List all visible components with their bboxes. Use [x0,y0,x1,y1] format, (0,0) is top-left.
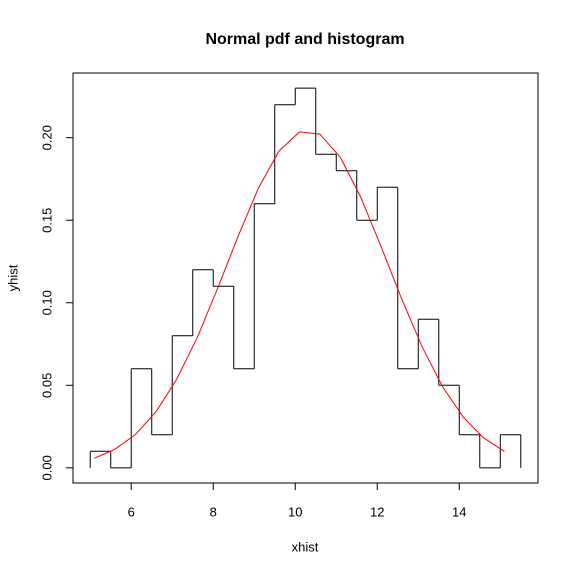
y-tick-label: 0.20 [39,125,54,150]
chart-title: Normal pdf and histogram [205,31,404,48]
y-tick-label: 0.05 [39,373,54,398]
x-tick-label: 12 [370,504,384,519]
x-tick-label: 6 [128,504,135,519]
density-line [94,131,505,459]
plot-box [72,72,539,484]
y-tick-label: 0.00 [39,455,54,480]
y-tick-label: 0.15 [39,208,54,233]
x-axis-label: xhist [292,539,319,554]
x-tick-label: 14 [452,504,466,519]
y-tick-label: 0.10 [39,290,54,315]
x-tick-label: 8 [210,504,217,519]
x-tick-label: 10 [288,504,302,519]
y-axis-label: yhist [5,264,20,291]
